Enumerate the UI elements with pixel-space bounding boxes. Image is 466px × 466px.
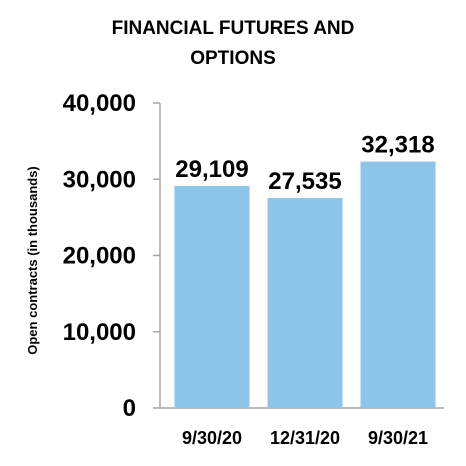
bar xyxy=(360,161,436,408)
y-tick-label: 40,000 xyxy=(63,90,136,117)
data-label: 32,318 xyxy=(361,132,434,159)
data-label: 27,535 xyxy=(268,168,341,195)
y-axis-ticks: 0 10,000 20,000 30,000 40,000 xyxy=(63,90,136,422)
x-tick-label: 9/30/20 xyxy=(182,428,242,448)
chart-title: FINANCIAL FUTURES AND OPTIONS xyxy=(112,18,355,69)
bars xyxy=(174,161,436,408)
chart-title-line: OPTIONS xyxy=(190,48,276,69)
chart-title-line: FINANCIAL FUTURES AND xyxy=(112,18,355,39)
y-axis-label: Open contracts (in thousands) xyxy=(25,166,40,355)
x-tick-label: 12/31/20 xyxy=(270,428,340,448)
x-axis-ticks: 9/30/20 12/31/20 9/30/21 xyxy=(182,428,428,448)
bar xyxy=(174,186,250,408)
y-tick-label: 10,000 xyxy=(63,319,136,346)
data-labels: 29,109 27,535 32,318 xyxy=(175,132,434,195)
bar xyxy=(267,198,343,408)
y-tick-label: 30,000 xyxy=(63,166,136,193)
y-tick-label: 20,000 xyxy=(63,243,136,270)
y-tick-label: 0 xyxy=(123,395,136,422)
x-tick-label: 9/30/21 xyxy=(368,428,428,448)
data-label: 29,109 xyxy=(175,156,248,183)
